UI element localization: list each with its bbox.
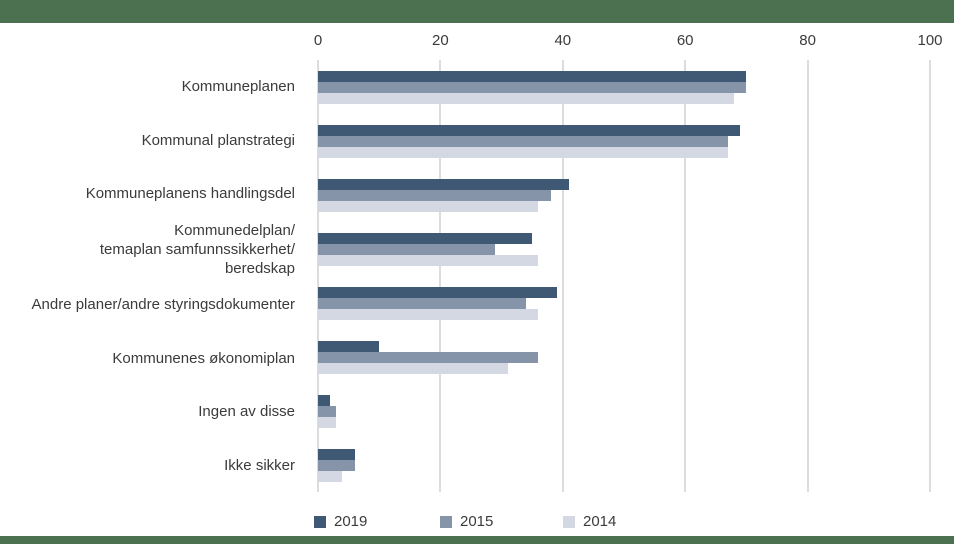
gridline <box>929 60 931 492</box>
bar-2014 <box>318 308 539 320</box>
gridline <box>439 60 442 492</box>
category-label: Kommunedelplan/ temaplan samfunnssikkerh… <box>99 221 295 277</box>
bar-2019 <box>318 286 557 298</box>
bar-2015 <box>318 405 337 417</box>
bar-2019 <box>318 124 741 136</box>
bar-group <box>318 330 930 384</box>
legend-label: 2019 <box>334 513 368 530</box>
legend-label: 2015 <box>460 513 494 530</box>
category-label: Kommuneplanens handlingsdel <box>85 185 295 203</box>
x-tick-label: 0 <box>313 32 323 49</box>
bar-group <box>318 60 930 114</box>
legend-swatch <box>314 515 326 528</box>
bar-2019 <box>318 394 331 406</box>
category-label: Kommunal planstrategi <box>141 131 295 149</box>
x-tick-label: 20 <box>432 32 449 49</box>
bar-group <box>318 222 930 276</box>
bar-2015 <box>318 81 747 93</box>
bar-2014 <box>318 362 508 374</box>
bar-2015 <box>318 243 496 255</box>
bar-2014 <box>318 92 735 104</box>
gridline <box>317 60 319 492</box>
bar-2015 <box>318 351 539 363</box>
legend-swatch <box>440 515 452 528</box>
bar-2019 <box>318 448 355 460</box>
bar-2019 <box>318 340 380 352</box>
bar-2015 <box>318 135 729 147</box>
x-tick-label: 60 <box>676 32 694 49</box>
gridline <box>561 60 564 492</box>
bar-group <box>318 276 930 330</box>
bar-2014 <box>318 254 539 266</box>
category-labels: Kommuneplanen Kommunal planstrategi Kommun… <box>0 60 318 492</box>
legend-swatch <box>563 515 575 528</box>
category-label: Ingen av disse <box>198 403 295 421</box>
bar-2014 <box>318 416 337 428</box>
bar-2015 <box>318 189 551 201</box>
bar-group <box>318 438 930 492</box>
bar-rows <box>318 60 930 492</box>
bar-group <box>318 384 930 438</box>
bar-group <box>318 168 930 222</box>
footer-bar <box>0 536 954 544</box>
bar-2015 <box>318 297 527 309</box>
plot-area <box>317 60 931 492</box>
legend-item-2014: 2014 <box>563 513 616 530</box>
header-bar <box>0 0 954 23</box>
category-label: Kommuneplanen <box>181 78 295 96</box>
bar-2014 <box>318 200 539 212</box>
gridline <box>684 60 687 492</box>
bar-2014 <box>318 146 729 158</box>
x-tick-label: 40 <box>554 32 572 49</box>
x-tick-label: 100 <box>917 32 943 49</box>
category-label: Kommunenes økonomiplan <box>112 349 295 367</box>
x-tick-label: 80 <box>799 32 816 49</box>
bar-2019 <box>318 178 569 190</box>
legend: 2019 2015 2014 <box>0 513 954 531</box>
category-label: Andre planer/andre styringsdokumenter <box>31 296 295 314</box>
bar-group <box>318 114 930 168</box>
bar-2014 <box>318 470 343 482</box>
category-label: Ikke sikker <box>224 456 295 474</box>
legend-label: 2014 <box>583 513 617 530</box>
bar-2019 <box>318 70 747 82</box>
bar-2015 <box>318 459 355 471</box>
gridline <box>806 60 809 492</box>
bar-2019 <box>318 232 533 244</box>
x-axis: 0 20 40 60 80 100 <box>314 32 943 50</box>
legend-item-2015: 2015 <box>440 513 493 530</box>
legend-item-2019: 2019 <box>314 513 367 530</box>
